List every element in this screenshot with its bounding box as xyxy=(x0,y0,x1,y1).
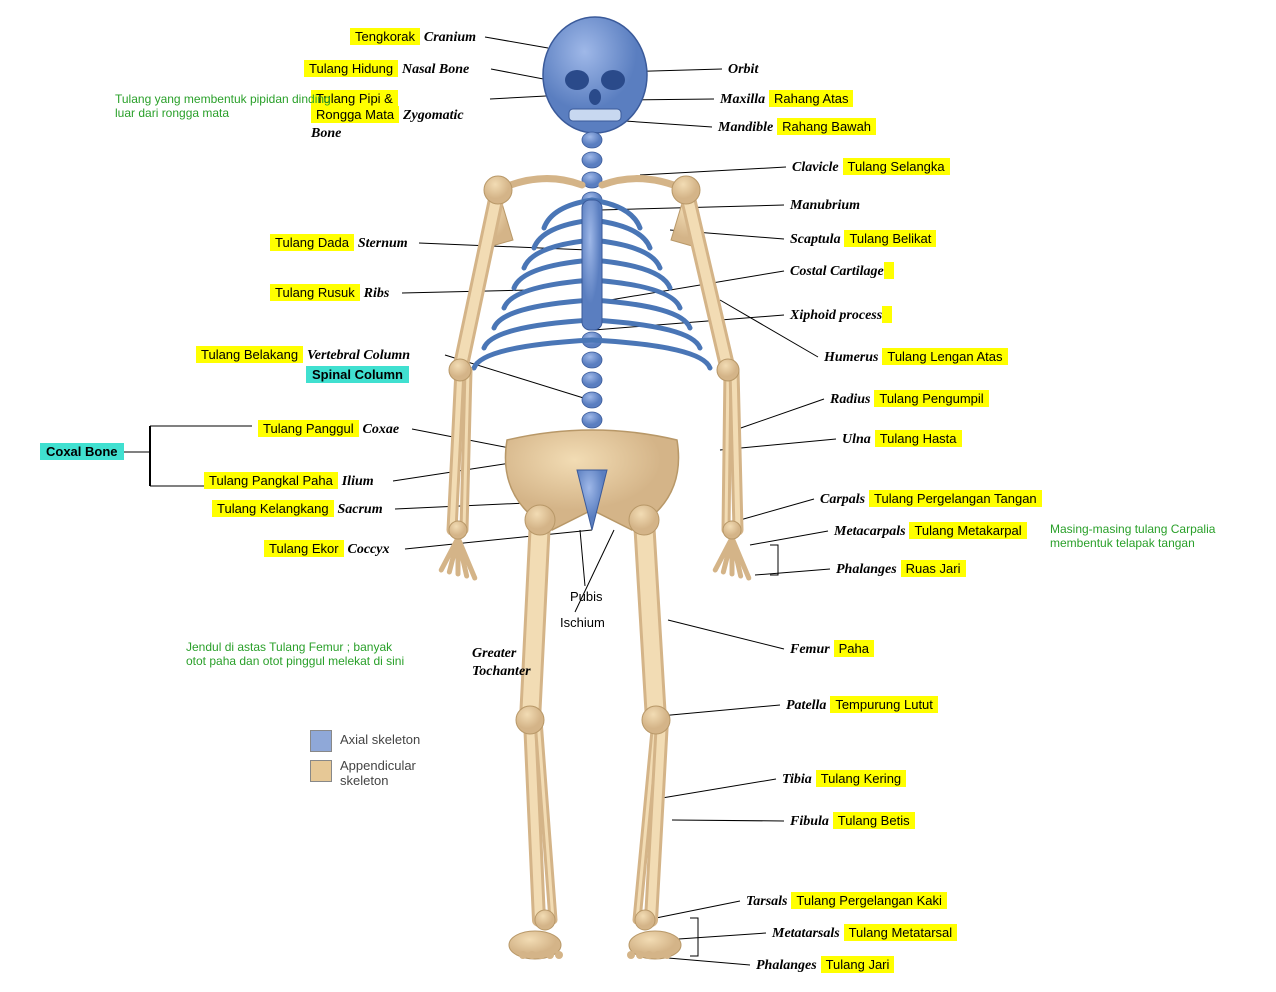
label-nasal: Tulang Hidung Nasal Bone xyxy=(304,60,469,78)
label-patella: Patella Tempurung Lutut xyxy=(786,696,938,714)
note-trochanter: Jendul di astas Tulang Femur ; banyak ot… xyxy=(186,640,406,668)
label-mandible: Mandible Rahang Bawah xyxy=(718,118,876,136)
label-metatarsals: Metatarsals Tulang Metatarsal xyxy=(772,924,957,942)
label-sternum: Tulang Dada Sternum xyxy=(270,234,408,252)
label-maxilla: Maxilla Rahang Atas xyxy=(720,90,853,108)
label-ischium: Ischium xyxy=(560,614,605,630)
label-fibula: Fibula Tulang Betis xyxy=(790,812,915,830)
label-femur: Femur Paha xyxy=(790,640,874,658)
label-coccyx: Tulang Ekor Coccyx xyxy=(264,540,389,558)
diagram-stage: Axial skeleton Appendicular skeleton Cox… xyxy=(0,0,1276,992)
label-ulna: Ulna Tulang Hasta xyxy=(842,430,962,448)
label-costal: Costal Cartilage xyxy=(790,262,894,280)
label-ilium: Tulang Pangkal Paha Ilium xyxy=(204,472,374,490)
label-tarsals: Tarsals Tulang Pergelangan Kaki xyxy=(746,892,947,910)
legend-append-label: Appendicular skeleton xyxy=(340,758,430,788)
label-clavicle: Clavicle Tulang Selangka xyxy=(792,158,950,176)
label-vertebral: Tulang Belakang Vertebral Column xyxy=(196,346,410,364)
note-metacarpals: Masing-masing tulang Carpalia membentuk … xyxy=(1050,522,1270,550)
legend-axial-swatch xyxy=(310,730,332,752)
coxal-bone-label: Coxal Bone xyxy=(40,443,124,459)
label-xiphoid: Xiphoid process xyxy=(790,306,892,324)
label-scapula: Scaptula Tulang Belikat xyxy=(790,230,936,248)
label-ribs: Tulang Rusuk Ribs xyxy=(270,284,389,302)
label-carpals: Carpals Tulang Pergelangan Tangan xyxy=(820,490,1042,508)
label-phalanges-foot: Phalanges Tulang Jari xyxy=(756,956,894,974)
note-zygomatic: Tulang yang membentuk pipidan dinding lu… xyxy=(115,92,335,120)
label-vertebral-sub: Spinal Column xyxy=(306,366,409,382)
label-trochanter: GreaterTochanter xyxy=(472,644,531,680)
label-cranium: Tengkorak Cranium xyxy=(350,28,476,46)
label-humerus: Humerus Tulang Lengan Atas xyxy=(824,348,1008,366)
label-pubis: Pubis xyxy=(570,588,603,604)
skeleton-svg xyxy=(0,0,1276,992)
label-tibia: Tibia Tulang Kering xyxy=(782,770,906,788)
legend-axial-label: Axial skeleton xyxy=(340,732,420,747)
legend-append-swatch xyxy=(310,760,332,782)
label-radius: Radius Tulang Pengumpil xyxy=(830,390,989,408)
label-orbit: Orbit xyxy=(728,60,758,78)
label-metacarpals: Metacarpals Tulang Metakarpal xyxy=(834,522,1027,540)
label-sacrum: Tulang Kelangkang Sacrum xyxy=(212,500,383,518)
label-manubrium: Manubrium xyxy=(790,196,860,214)
label-phalanges-hand: Phalanges Ruas Jari xyxy=(836,560,966,578)
label-coxae: Tulang Panggul Coxae xyxy=(258,420,399,438)
